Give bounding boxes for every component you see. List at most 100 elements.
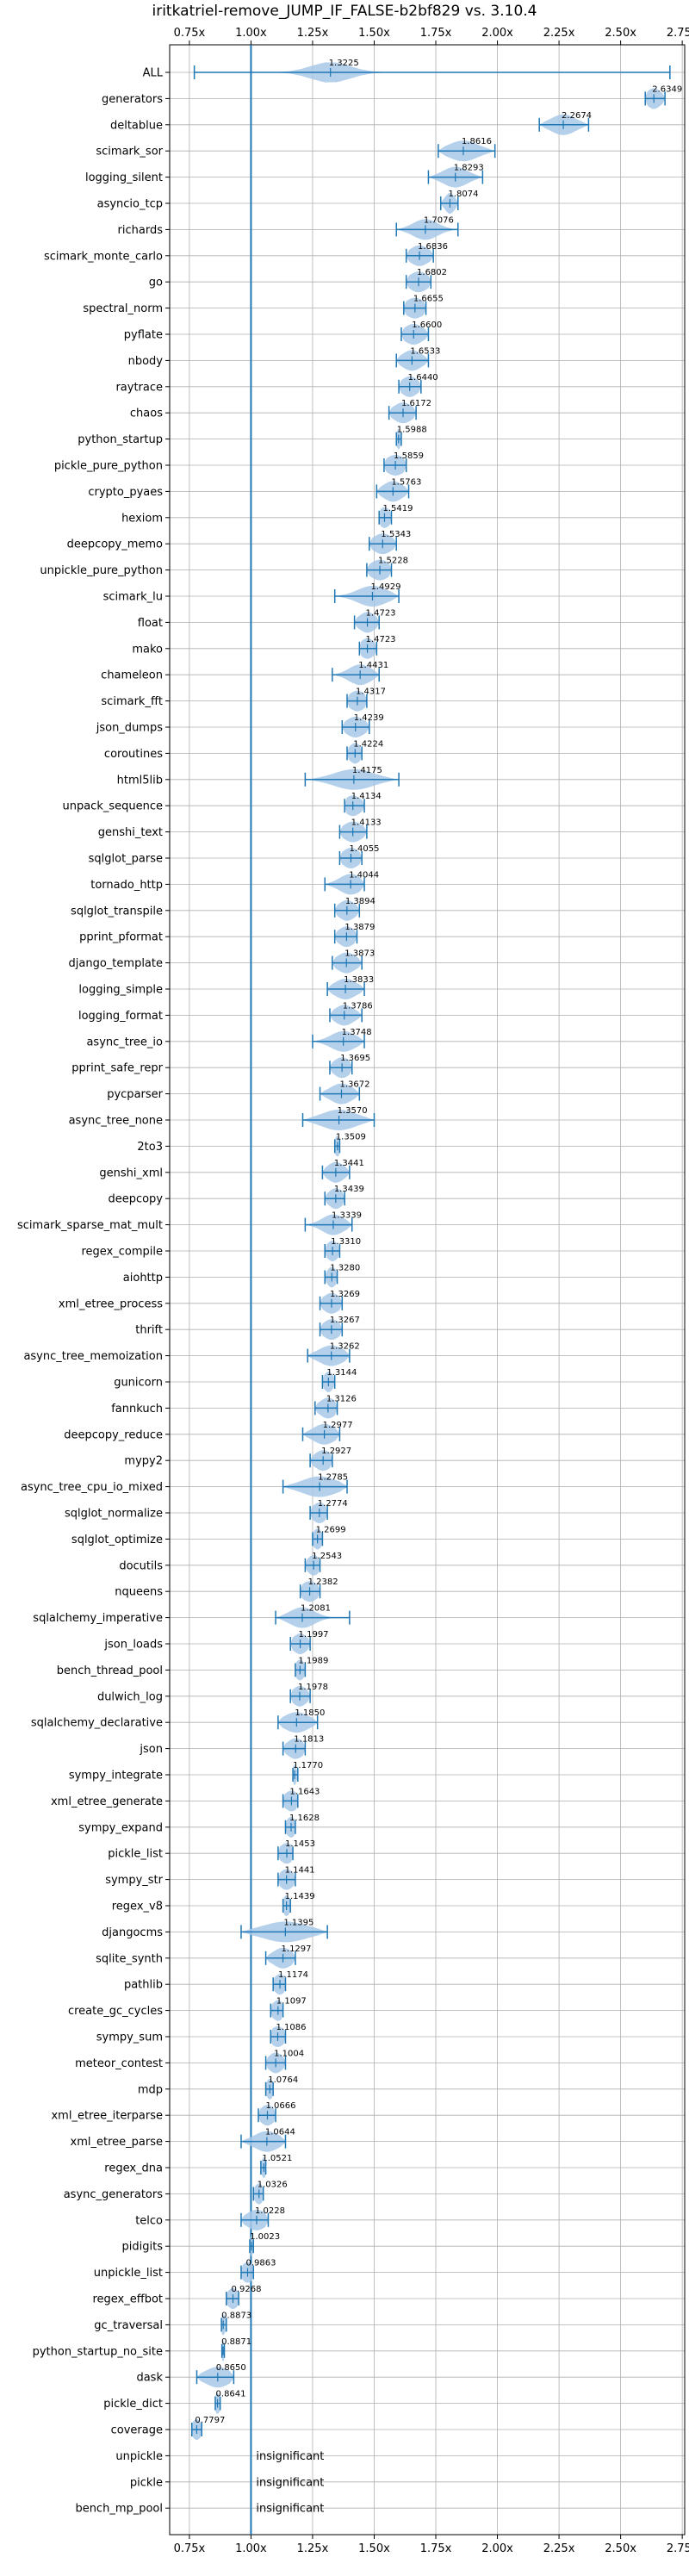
value-label: 1.4224 xyxy=(353,739,383,749)
y-tick-label: pickle_dict xyxy=(103,2398,163,2411)
y-tick-label: thrift xyxy=(135,1324,163,1337)
value-label: 1.3269 xyxy=(330,1290,360,1299)
y-tick-label: docutils xyxy=(119,1559,163,1572)
y-tick-label: sqlalchemy_declarative xyxy=(31,1717,163,1730)
y-tick-label: sqlglot_optimize xyxy=(71,1534,163,1546)
value-label: 1.0228 xyxy=(255,2206,285,2216)
value-label: 1.2774 xyxy=(318,1499,348,1509)
value-label: 1.1850 xyxy=(295,1708,325,1718)
x-tick-label-bottom: 1.25x xyxy=(297,2542,329,2555)
value-label: 1.3439 xyxy=(334,1185,364,1194)
value-label: 1.8616 xyxy=(462,137,492,146)
y-tick-label: regex_compile xyxy=(81,1246,163,1259)
value-label: 1.3695 xyxy=(340,1054,370,1063)
y-tick-label: raytrace xyxy=(115,381,163,394)
y-tick-label: djangocms xyxy=(102,1926,163,1939)
violins xyxy=(191,45,671,2535)
value-label: 1.3126 xyxy=(326,1394,357,1403)
value-label: 1.1174 xyxy=(278,1970,308,1980)
y-tick-label: scimark_sor xyxy=(96,146,163,159)
x-tick-label-top: 1.75x xyxy=(420,27,452,40)
value-label: 1.1086 xyxy=(276,2023,306,2032)
y-tick-label: crypto_pyaes xyxy=(88,486,163,499)
y-tick-label: sympy_integrate xyxy=(69,1770,163,1783)
value-label: 0.8873 xyxy=(221,2311,251,2320)
y-tick-label: async_tree_cpu_io_mixed xyxy=(21,1481,163,1494)
value-label: 1.3786 xyxy=(343,1001,373,1011)
value-label: 1.2543 xyxy=(312,1552,342,1561)
y-tick-label: sqlalchemy_imperative xyxy=(33,1612,163,1625)
value-label: 1.0521 xyxy=(262,2154,292,2163)
y-tick-label: sqlglot_transpile xyxy=(71,905,163,918)
value-label: 1.4134 xyxy=(351,792,382,801)
y-tick-label: nbody xyxy=(128,355,164,368)
value-label: 1.2927 xyxy=(321,1447,351,1456)
y-tick-label: xml_etree_iterparse xyxy=(51,2110,163,2123)
y-tick-label: gc_traversal xyxy=(94,2319,163,2332)
y-tick-label: html5lib xyxy=(117,774,163,787)
y-tick-label: sympy_str xyxy=(105,1874,163,1887)
value-label: 1.1989 xyxy=(298,1656,328,1665)
value-label: 2.2674 xyxy=(562,111,592,121)
value-label: 1.0666 xyxy=(265,2101,295,2111)
y-tick-label: telco xyxy=(135,2214,163,2227)
x-tick-label-bottom: 2.00x xyxy=(481,2542,513,2555)
y-tick-label: richards xyxy=(118,224,164,237)
value-label: 1.1453 xyxy=(285,1839,315,1849)
value-label: 1.1628 xyxy=(289,1814,320,1823)
x-tick-label-top: 1.00x xyxy=(235,27,267,40)
value-label: 1.7076 xyxy=(424,215,454,225)
y-tick-label: mako xyxy=(132,643,163,656)
y-tick-label: 2to3 xyxy=(137,1141,163,1154)
y-tick-label: deepcopy_reduce xyxy=(64,1428,163,1441)
y-tick-label: fannkuch xyxy=(111,1403,163,1416)
value-label: 1.0326 xyxy=(258,2180,288,2189)
value-labels: 1.3225 2.6349 2.2674 1.8616 1.8293 1.8074 1.70… xyxy=(195,59,682,2516)
y-tick-label: xml_etree_process xyxy=(59,1297,163,1310)
y-tick-label: sqlglot_parse xyxy=(89,853,163,866)
value-label: 1.2699 xyxy=(316,1525,346,1534)
value-label: 1.6836 xyxy=(418,242,448,252)
insignificant-label: insignificant xyxy=(256,2476,324,2489)
y-tick-label: pprint_safe_repr xyxy=(71,1062,163,1075)
y-tick-label: coroutines xyxy=(104,748,163,761)
y-tick-label: async_tree_memoization xyxy=(23,1350,163,1363)
value-label: 1.1439 xyxy=(285,1892,315,1901)
y-tick-label: ALL xyxy=(143,67,164,80)
y-tick-label: pprint_pformat xyxy=(79,931,163,944)
value-label: 1.1004 xyxy=(274,2049,304,2058)
value-label: 1.5228 xyxy=(378,557,408,566)
value-label: 1.3310 xyxy=(331,1237,361,1247)
y-tick-label: dask xyxy=(136,2372,163,2385)
value-label: 1.6655 xyxy=(413,295,444,304)
y-tick-label: asyncio_tcp xyxy=(97,198,163,211)
y-tick-label: pickle_pure_python xyxy=(54,460,163,473)
value-label: 1.3509 xyxy=(336,1132,366,1142)
y-tick-label: scimark_lu xyxy=(103,591,163,604)
value-label: 1.8293 xyxy=(454,164,484,173)
y-tick-label: python_startup_no_site xyxy=(33,2345,163,2358)
value-label: 1.1997 xyxy=(299,1630,329,1640)
value-label: 1.3225 xyxy=(329,59,359,68)
y-tick-label: deltablue xyxy=(110,119,163,132)
y-tick-label: xml_etree_parse xyxy=(71,2136,163,2149)
value-label: 1.2785 xyxy=(318,1473,348,1483)
y-tick-label: async_tree_io xyxy=(86,1036,163,1048)
y-tick-label: unpickle_list xyxy=(94,2267,163,2280)
x-tick-label-top: 2.25x xyxy=(543,27,575,40)
y-tick-label: gunicorn xyxy=(114,1377,163,1390)
value-label: 1.0764 xyxy=(268,2075,298,2085)
value-label: 1.5343 xyxy=(381,530,411,539)
x-tick-label-bottom: 2.50x xyxy=(605,2542,636,2555)
x-tick-label-bottom: 1.75x xyxy=(420,2542,452,2555)
y-tick-label: coverage xyxy=(111,2424,163,2437)
axes: 0.75x 0.75x 1.00x 1.00x 1.25x 1.25x 1.50x 1.50x… xyxy=(17,27,689,2555)
x-tick-label-top: 1.25x xyxy=(297,27,329,40)
y-tick-label: regex_v8 xyxy=(112,1901,163,1913)
y-tick-label: pycparser xyxy=(107,1088,163,1101)
value-label: 1.3262 xyxy=(330,1342,360,1352)
x-tick-label-top: 0.75x xyxy=(174,27,206,40)
y-tick-label: sympy_expand xyxy=(78,1821,163,1834)
value-label: 0.7797 xyxy=(195,2416,225,2425)
value-label: 1.2382 xyxy=(308,1577,338,1587)
